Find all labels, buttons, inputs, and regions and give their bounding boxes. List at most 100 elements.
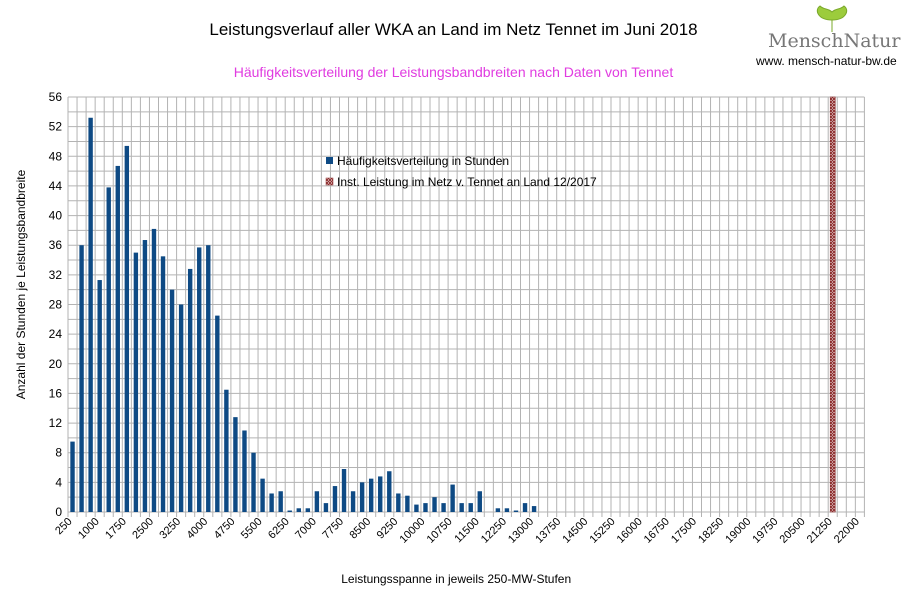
x-tick-label: 17500 — [669, 516, 699, 546]
bar — [206, 245, 211, 512]
bar — [115, 165, 120, 512]
x-tick-label: 3250 — [157, 516, 183, 542]
bar — [133, 252, 139, 512]
bar — [124, 145, 130, 513]
bar — [79, 245, 84, 512]
legend-swatch-installed — [325, 177, 334, 186]
bar — [278, 491, 283, 512]
bar — [106, 187, 111, 513]
bar — [88, 117, 93, 512]
installed-capacity-bar — [829, 96, 836, 513]
bar — [151, 228, 157, 513]
bar — [432, 497, 437, 512]
bar — [97, 280, 102, 512]
x-tick-label: 7750 — [320, 516, 346, 542]
bar — [450, 484, 455, 512]
x-tick-label: 21250 — [805, 516, 835, 546]
x-tick-label: 15250 — [588, 516, 618, 546]
x-tick-label: 1750 — [103, 516, 129, 542]
bar — [513, 510, 519, 512]
x-tick-label: 1000 — [76, 516, 102, 542]
y-tick-label: 8 — [55, 446, 62, 460]
bar — [332, 486, 338, 512]
bar — [314, 491, 320, 512]
bar — [287, 510, 292, 512]
x-tick-label: 20500 — [778, 516, 808, 546]
bar — [531, 506, 537, 512]
bar — [178, 304, 184, 512]
y-tick-label: 32 — [49, 268, 63, 282]
bar — [251, 452, 256, 512]
y-tick-label: 52 — [49, 120, 63, 134]
bar — [414, 504, 419, 512]
bar — [359, 482, 365, 512]
bar — [296, 508, 301, 512]
x-tick-label: 8500 — [347, 516, 373, 542]
y-tick-label: 56 — [49, 90, 63, 104]
bar — [441, 503, 446, 512]
x-tick-label: 2500 — [130, 516, 156, 542]
bar — [160, 256, 166, 512]
chart-title: Leistungsverlauf aller WKA an Land im Ne… — [209, 20, 698, 39]
bar — [368, 478, 374, 512]
bar — [305, 508, 311, 512]
x-tick-label: 11500 — [452, 516, 482, 546]
y-tick-label: 24 — [49, 327, 63, 341]
logo-url: www. mensch-natur-bw.de — [756, 54, 897, 68]
legend-swatch-hours — [326, 157, 333, 164]
bar — [142, 240, 148, 512]
logo-text: MenschNatur — [768, 30, 901, 52]
y-tick-label: 12 — [49, 416, 63, 430]
bar — [378, 476, 383, 512]
x-tick-label: 6250 — [266, 516, 292, 542]
y-tick-label: 4 — [55, 475, 62, 489]
bar — [522, 503, 528, 512]
bar — [187, 268, 193, 512]
x-tick-label: 19750 — [750, 516, 780, 546]
x-tick-label: 10750 — [425, 516, 455, 546]
bar — [70, 441, 75, 512]
x-tick-label: 13000 — [506, 516, 536, 546]
bar — [260, 478, 265, 512]
bar — [459, 503, 464, 512]
x-tick-label: 13750 — [533, 516, 563, 546]
bar — [468, 503, 473, 512]
x-tick-label: 12250 — [479, 516, 509, 546]
y-tick-label: 36 — [49, 238, 63, 252]
y-tick-label: 40 — [49, 209, 63, 223]
x-tick-label: 14500 — [560, 516, 590, 546]
bar — [341, 469, 347, 512]
y-tick-label: 0 — [55, 505, 62, 519]
bar — [169, 289, 175, 512]
bar — [423, 503, 428, 512]
bar — [387, 471, 392, 512]
bar — [224, 389, 229, 512]
bar — [495, 508, 501, 512]
y-tick-label: 16 — [49, 386, 63, 400]
y-tick-label: 44 — [49, 179, 63, 193]
x-tick-label: 4750 — [212, 516, 238, 542]
legend-label-installed: Inst. Leistung im Netz v. Tennet an Land… — [337, 175, 597, 189]
bar — [350, 491, 356, 512]
bar — [504, 508, 510, 512]
bar — [323, 503, 329, 512]
bar — [269, 493, 274, 512]
bar — [197, 247, 202, 512]
x-tick-label: 16750 — [642, 516, 672, 546]
bar — [242, 430, 247, 512]
y-axis-label: Anzahl der Stunden je Leistungsbandbreit… — [14, 169, 28, 399]
x-tick-label: 19000 — [723, 516, 753, 546]
chart-subtitle: Häufigkeitsverteilung der Leistungsbandb… — [233, 64, 674, 80]
bar — [215, 315, 220, 512]
ginkgo-leaf-icon — [816, 5, 848, 32]
y-tick-label: 20 — [49, 357, 63, 371]
x-tick-label: 7000 — [293, 516, 319, 542]
x-axis-label: Leistungsspanne in jeweils 250-MW-Stufen — [341, 572, 571, 586]
x-tick-label: 4000 — [185, 516, 211, 542]
y-tick-label: 48 — [49, 149, 63, 163]
x-tick-label: 18250 — [696, 516, 726, 546]
bar — [233, 417, 238, 512]
x-tick-label: 5500 — [239, 516, 265, 542]
